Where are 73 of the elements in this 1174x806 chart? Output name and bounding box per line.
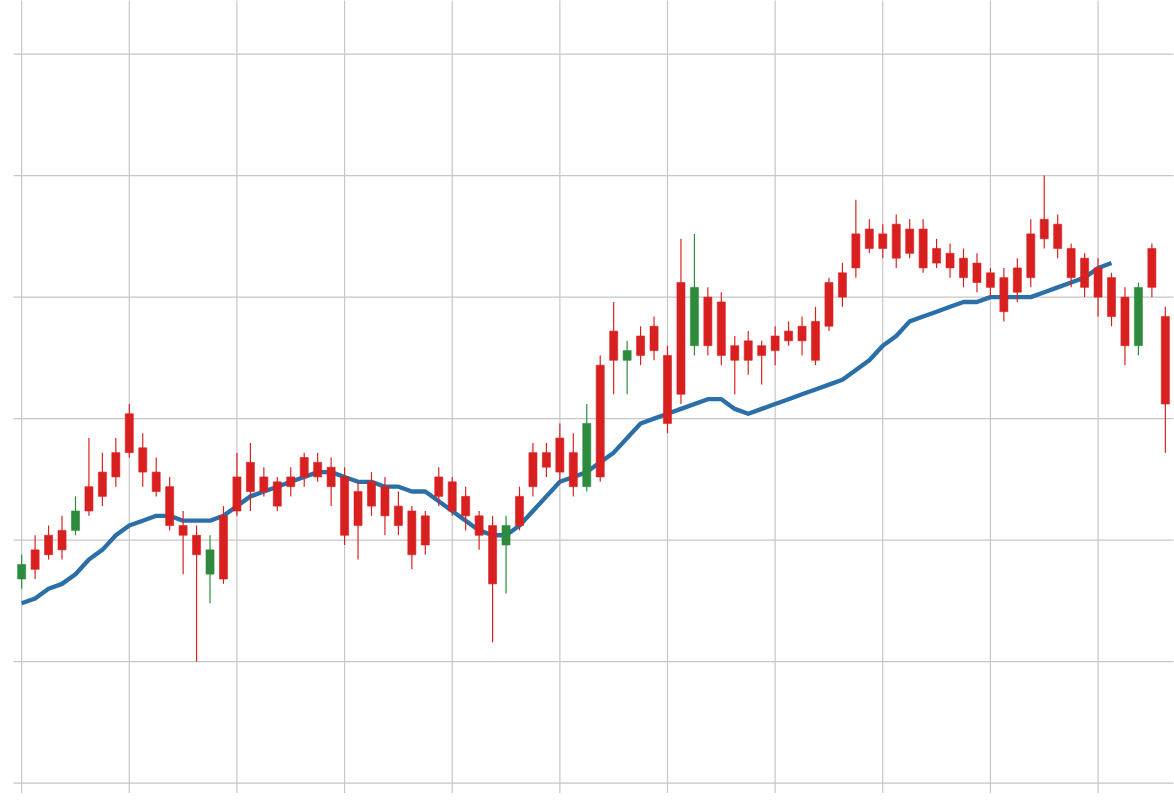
candlestick: [57, 515, 67, 560]
candlestick: [609, 301, 619, 395]
candlestick: [1093, 257, 1103, 317]
candlestick: [447, 476, 457, 517]
candlestick: [568, 432, 578, 497]
candlestick: [151, 456, 161, 497]
candlestick: [918, 218, 928, 274]
candlestick: [743, 330, 753, 376]
candlestick: [770, 325, 780, 366]
candlestick: [515, 485, 524, 531]
candlestick: [394, 490, 403, 536]
candlestick: [1026, 218, 1036, 288]
candlestick: [851, 199, 861, 279]
candlestick: [474, 510, 484, 551]
candlestick: [1039, 174, 1049, 249]
candlestick: [986, 267, 995, 298]
candlestick: [824, 276, 834, 332]
candlestick: [299, 451, 309, 488]
candlestick: [959, 247, 968, 288]
candlestick: [1080, 252, 1089, 298]
candlestick: [367, 471, 376, 517]
candlestick: [380, 476, 390, 536]
candlestick: [407, 505, 417, 570]
candlestick: [999, 267, 1009, 322]
candlestick: [891, 213, 901, 269]
candlestick: [932, 237, 941, 269]
candlestick: [124, 403, 134, 458]
candlestick: [246, 442, 255, 512]
candlestick: [649, 315, 659, 361]
candlestick: [286, 466, 296, 497]
candlestick: [232, 451, 242, 517]
candlestick: [878, 223, 888, 259]
candlestick: [17, 553, 26, 590]
candlestick: [313, 451, 323, 483]
candlestick: [98, 451, 107, 507]
candlestick: [30, 534, 40, 580]
candlestick: [1066, 242, 1076, 288]
candlestick: [44, 524, 53, 560]
candlestick: [784, 320, 793, 347]
candlestick: [71, 495, 80, 536]
candlestick: [636, 325, 645, 366]
candlestick: [542, 442, 551, 478]
candlestick: [757, 340, 767, 385]
candlestick: [501, 515, 511, 594]
candlestick: [1013, 257, 1022, 303]
candlestick: [811, 306, 820, 366]
candlestick: [434, 466, 444, 507]
candlestick: [945, 242, 955, 279]
candlestick: [1053, 213, 1063, 259]
candlestick: [838, 262, 847, 308]
candlestick: [84, 437, 94, 517]
candlestick: [905, 218, 915, 259]
candlestick: [272, 476, 282, 512]
candlestick: [111, 437, 121, 488]
candlestick: [972, 252, 982, 293]
candlestick: [1107, 271, 1116, 327]
candlestick: [205, 534, 215, 604]
candlestick: [420, 510, 430, 556]
candlestick: [555, 422, 565, 483]
candlestick: [622, 340, 632, 395]
candlestick: [259, 466, 269, 497]
candlestick: [165, 476, 174, 531]
candlestick: [797, 315, 807, 356]
candlestick: [528, 442, 538, 497]
candlestick: [192, 524, 201, 663]
candlestick: [1147, 242, 1157, 298]
candlestick: [864, 218, 874, 254]
candlestick: [730, 335, 740, 395]
candlestick: [178, 510, 188, 575]
candlestick: [461, 485, 471, 531]
candlestick: [353, 480, 363, 560]
candlestick: [138, 432, 148, 488]
candlestick: [326, 456, 336, 507]
